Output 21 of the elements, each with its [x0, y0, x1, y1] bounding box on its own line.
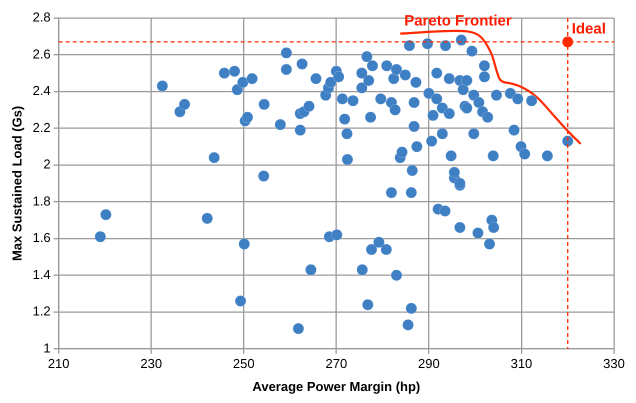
y-axis-title: Max Sustained Load (Gs) — [9, 106, 24, 262]
y-tick-label: 1.2 — [32, 304, 51, 319]
y-tick-label: 2.2 — [32, 120, 51, 135]
y-tick-label: 1 — [43, 340, 51, 356]
y-tick-label: 2.8 — [32, 10, 51, 25]
y-tick-label: 1.4 — [32, 266, 51, 282]
x-axis-title: Average Power Margin (hp) — [252, 378, 420, 394]
y-tick-label: 1.6 — [32, 230, 51, 246]
y-tick-label: 2.4 — [32, 83, 51, 98]
y-tick-label: 2.6 — [32, 46, 51, 62]
x-tick-label: 230 — [140, 356, 162, 372]
x-tick-label: 210 — [48, 356, 70, 372]
annotation: Pareto Frontier — [404, 12, 512, 30]
x-tick-label: 270 — [325, 356, 348, 372]
y-tick-label: 1.8 — [32, 193, 51, 208]
x-tick-label: 310 — [510, 356, 532, 372]
annotation: Ideal — [572, 20, 606, 38]
x-tick-label: 290 — [418, 356, 440, 372]
x-tick-label: 330 — [603, 356, 625, 372]
x-tick-label: 250 — [232, 356, 255, 372]
y-tick-label: 2 — [43, 156, 51, 172]
